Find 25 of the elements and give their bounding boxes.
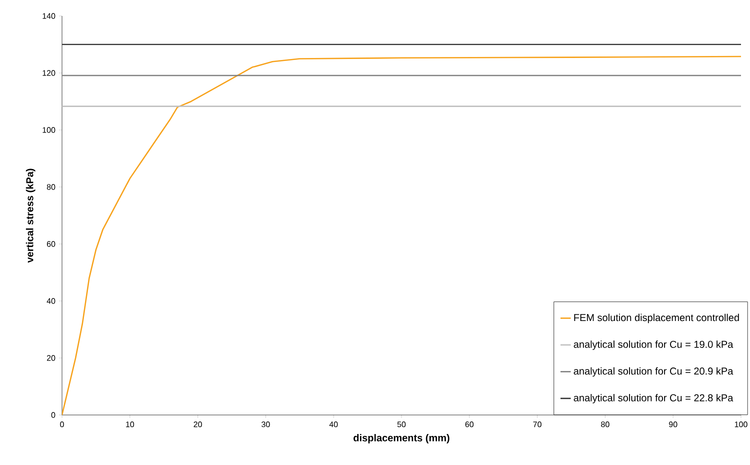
legend-label: FEM solution displacement controlled — [574, 314, 739, 324]
y-tick-label: 80 — [46, 184, 56, 190]
legend-label: analytical solution for Cu = 20.9 kPa — [574, 367, 734, 377]
y-tick-label: 40 — [46, 298, 56, 304]
x-axis-title: displacements (mm) — [354, 434, 450, 444]
x-tick-label: 70 — [533, 422, 542, 428]
legend-label: analytical solution for Cu = 22.8 kPa — [574, 394, 734, 404]
x-tick-label: 20 — [194, 422, 202, 428]
y-tick-label: 0 — [51, 412, 56, 418]
y-tick-label: 140 — [42, 13, 56, 19]
x-tick-label: 80 — [601, 422, 610, 428]
x-tick-label: 40 — [329, 422, 338, 428]
x-tick-label: 90 — [669, 422, 678, 428]
y-tick-label: 20 — [46, 355, 56, 361]
y-tick-label: 100 — [42, 127, 56, 133]
y-tick-label: 120 — [42, 70, 56, 76]
y-tick-label: 60 — [46, 241, 56, 247]
x-tick-label: 30 — [262, 422, 270, 428]
x-tick-label: 50 — [397, 422, 406, 428]
x-tick-label: 100 — [734, 422, 748, 428]
x-tick-label: 60 — [465, 422, 474, 428]
y-axis-title: vertical stress (kPa) — [26, 168, 36, 263]
x-tick-label: 10 — [126, 422, 134, 428]
legend-label: analytical solution for Cu = 19.0 kPa — [574, 340, 734, 350]
x-tick-label: 0 — [60, 422, 64, 428]
